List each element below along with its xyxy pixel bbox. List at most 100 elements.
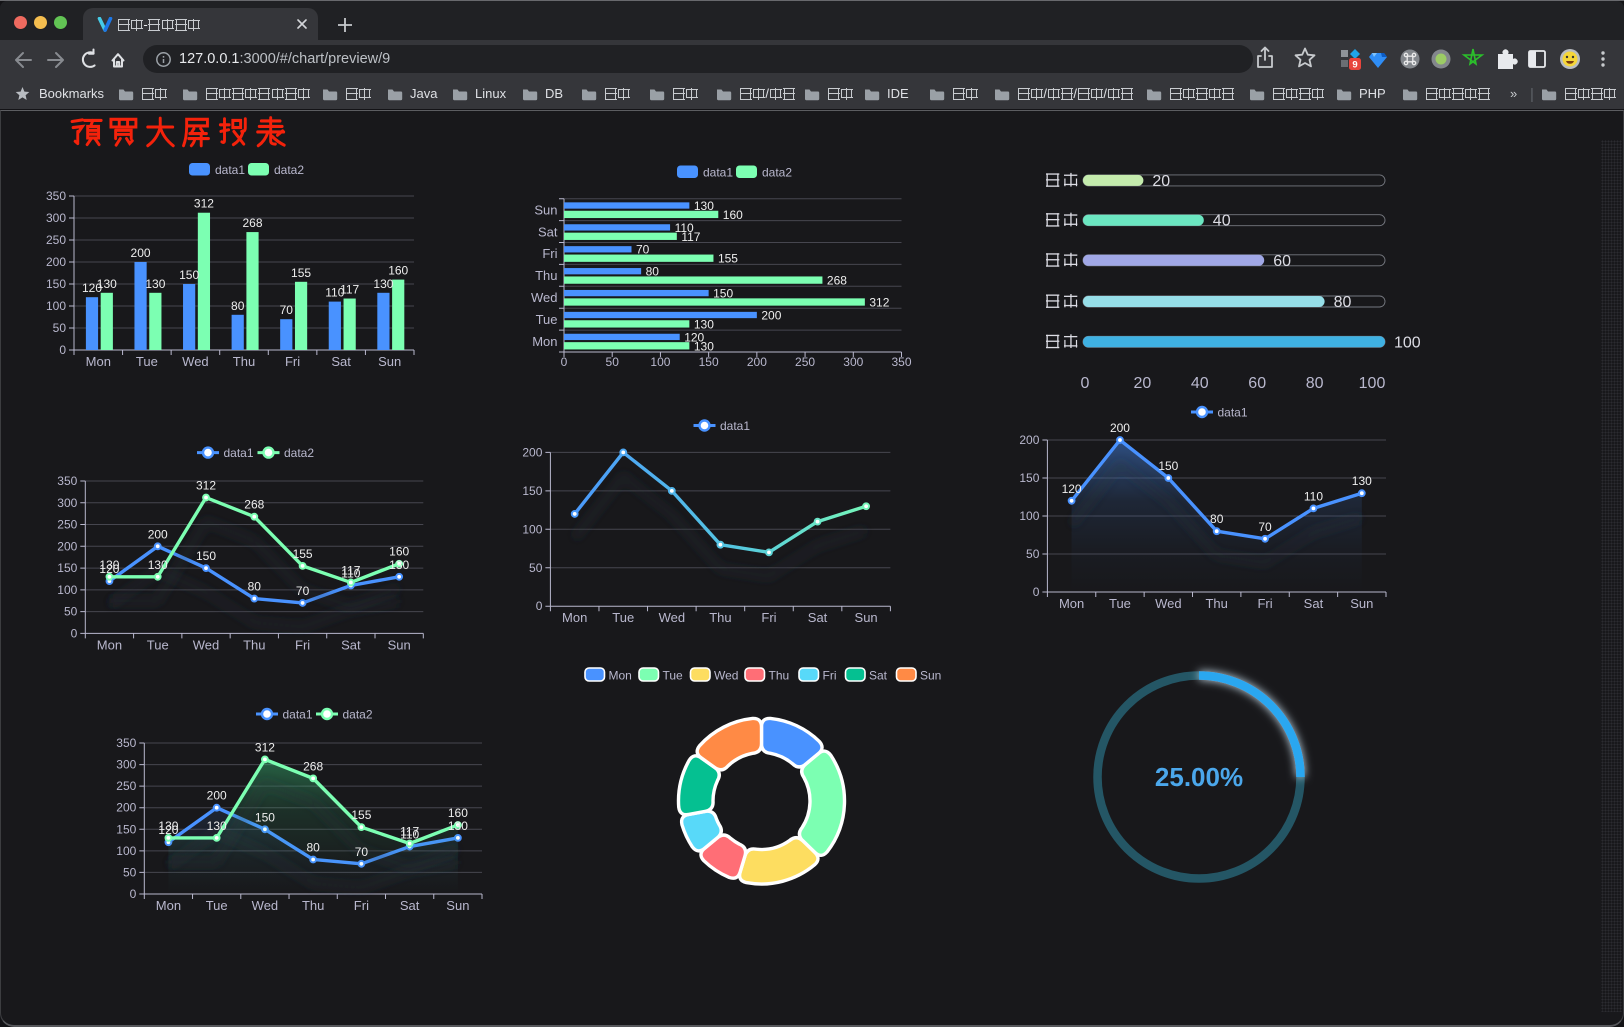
- svg-text:70: 70: [1258, 520, 1272, 534]
- svg-text:250: 250: [57, 518, 77, 532]
- svg-text:130: 130: [389, 558, 409, 572]
- svg-text:312: 312: [869, 295, 889, 309]
- svg-text:80: 80: [1334, 294, 1352, 311]
- svg-text:150: 150: [196, 549, 216, 563]
- svg-text:150: 150: [255, 810, 275, 824]
- svg-text:Tue: Tue: [612, 610, 634, 625]
- svg-text:100: 100: [1359, 375, 1386, 392]
- svg-text:268: 268: [242, 216, 262, 230]
- svg-text:Sat: Sat: [869, 669, 888, 683]
- svg-text:Sat: Sat: [400, 898, 420, 913]
- svg-text:Thu: Thu: [1205, 596, 1227, 611]
- svg-text:60: 60: [1248, 375, 1266, 392]
- svg-text:300: 300: [843, 355, 863, 369]
- svg-text:268: 268: [303, 759, 323, 773]
- svg-text:300: 300: [57, 496, 77, 510]
- svg-text:data1: data1: [720, 419, 750, 433]
- svg-text:data1: data1: [283, 708, 313, 722]
- svg-text:155: 155: [351, 808, 371, 822]
- svg-text:250: 250: [116, 779, 136, 793]
- svg-text:Sat: Sat: [808, 610, 828, 625]
- svg-text:Mon: Mon: [532, 334, 557, 349]
- svg-text:160: 160: [448, 806, 468, 820]
- svg-text:150: 150: [46, 277, 66, 291]
- svg-text:70: 70: [280, 303, 294, 317]
- svg-text:200: 200: [761, 308, 781, 322]
- svg-text:110: 110: [325, 286, 344, 300]
- svg-text:100: 100: [46, 299, 66, 313]
- svg-text:40: 40: [1191, 375, 1209, 392]
- svg-text:data2: data2: [274, 163, 304, 177]
- svg-text:Tue: Tue: [536, 312, 558, 327]
- svg-text:Fri: Fri: [285, 354, 300, 369]
- svg-text:0: 0: [561, 355, 568, 369]
- svg-text:Thu: Thu: [769, 669, 790, 683]
- svg-text:268: 268: [827, 274, 847, 288]
- svg-text:70: 70: [296, 584, 310, 598]
- svg-text:Fri: Fri: [823, 669, 837, 683]
- svg-text:Thu: Thu: [233, 354, 255, 369]
- svg-text:Sun: Sun: [855, 610, 878, 625]
- svg-text:Sun: Sun: [534, 202, 557, 217]
- svg-text:25.00%: 25.00%: [1155, 762, 1243, 792]
- svg-text:data2: data2: [284, 446, 314, 460]
- svg-text:Mon: Mon: [97, 637, 122, 652]
- svg-text:data2: data2: [343, 708, 373, 722]
- svg-text:Sun: Sun: [446, 898, 469, 913]
- svg-text:data1: data1: [703, 166, 733, 180]
- svg-text:80: 80: [231, 299, 245, 313]
- svg-text:130: 130: [207, 819, 227, 833]
- svg-text:Sat: Sat: [1304, 596, 1324, 611]
- svg-text:120: 120: [684, 330, 704, 344]
- svg-text:Fri: Fri: [761, 610, 776, 625]
- svg-text:312: 312: [196, 479, 216, 493]
- svg-text:200: 200: [131, 246, 151, 260]
- svg-text:312: 312: [194, 197, 214, 211]
- svg-text:155: 155: [291, 266, 311, 280]
- svg-text:80: 80: [306, 840, 320, 854]
- svg-text:Thu: Thu: [243, 637, 265, 652]
- svg-text:150: 150: [1158, 459, 1178, 473]
- svg-text:117: 117: [341, 563, 360, 577]
- svg-text:Mon: Mon: [1059, 596, 1084, 611]
- svg-text:100: 100: [1394, 334, 1421, 351]
- svg-text:120: 120: [82, 281, 102, 295]
- svg-text:130: 130: [148, 558, 168, 572]
- svg-text:Sat: Sat: [538, 224, 558, 239]
- svg-text:100: 100: [116, 844, 136, 858]
- svg-text:Sun: Sun: [1350, 596, 1373, 611]
- svg-text:0: 0: [536, 599, 543, 613]
- svg-text:0: 0: [130, 887, 137, 901]
- svg-text:150: 150: [699, 355, 719, 369]
- svg-text:130: 130: [373, 277, 393, 291]
- svg-text:300: 300: [116, 758, 136, 772]
- svg-text:100: 100: [1019, 509, 1039, 523]
- svg-text:117: 117: [340, 283, 359, 297]
- svg-text:60: 60: [1273, 253, 1291, 270]
- svg-text:130: 130: [97, 277, 117, 291]
- svg-text:100: 100: [650, 355, 670, 369]
- svg-text:Tue: Tue: [147, 637, 169, 652]
- svg-text:200: 200: [57, 539, 77, 553]
- svg-text:200: 200: [1110, 421, 1130, 435]
- svg-text:0: 0: [1033, 585, 1040, 599]
- svg-text:117: 117: [400, 825, 419, 839]
- svg-text:Sun: Sun: [920, 669, 941, 683]
- svg-text:100: 100: [57, 583, 77, 597]
- svg-text:Wed: Wed: [531, 290, 558, 305]
- svg-text:0: 0: [59, 343, 66, 357]
- svg-text:130: 130: [1352, 474, 1372, 488]
- svg-text:Sat: Sat: [331, 354, 351, 369]
- svg-text:data1: data1: [224, 446, 254, 460]
- svg-text:150: 150: [116, 822, 136, 836]
- svg-text:Wed: Wed: [1155, 596, 1182, 611]
- svg-text:Tue: Tue: [206, 898, 228, 913]
- svg-text:9: 9: [1352, 60, 1357, 71]
- svg-text:0: 0: [71, 626, 78, 640]
- svg-text:110: 110: [1304, 489, 1323, 503]
- svg-text:Thu: Thu: [302, 898, 324, 913]
- svg-text:Wed: Wed: [252, 898, 279, 913]
- svg-text:50: 50: [123, 865, 137, 879]
- svg-text:117: 117: [681, 230, 700, 244]
- svg-text:120: 120: [99, 562, 119, 576]
